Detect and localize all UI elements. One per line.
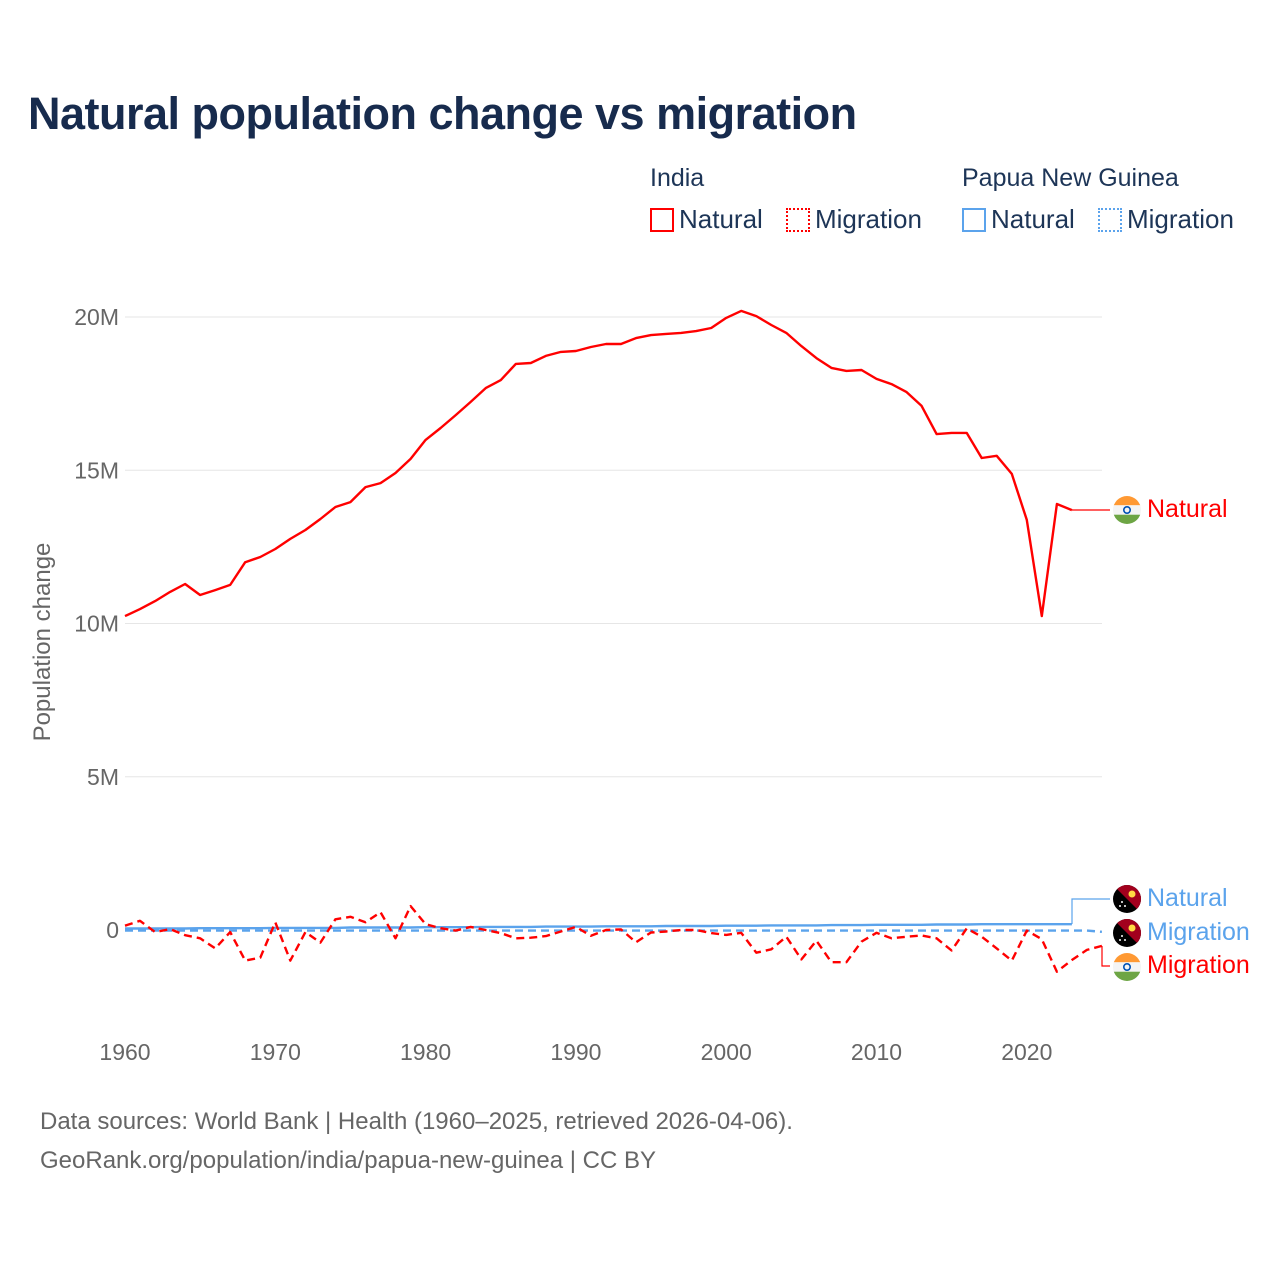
legend-label: Migration: [815, 204, 922, 234]
series-line-india-migration: [124, 904, 1103, 973]
legend-item-india-migration[interactable]: Migration: [786, 204, 922, 235]
end-label-png-natural: Natural: [1147, 884, 1228, 912]
legend-swatch-dotted-red: [786, 207, 810, 232]
x-tick-label: 2020: [1001, 1039, 1052, 1065]
end-label-png-migration: Migration: [1147, 918, 1250, 946]
end-label-india-natural: Natural: [1147, 495, 1228, 523]
connector-india-migration: [1101, 946, 1110, 967]
footer-sources: Data sources: World Bank | Health (1960–…: [40, 1108, 793, 1135]
series-line-papua-new-guinea-natural: [125, 923, 1072, 930]
y-axis-ticks: 0 5M 10M 15M 20M: [74, 304, 119, 943]
legend-label: Migration: [1127, 204, 1234, 234]
series-line-papua-new-guinea-migration: [125, 929, 1102, 933]
chart-title: Natural population change vs migration: [28, 88, 857, 139]
y-tick-label: 10M: [74, 611, 119, 637]
x-tick-label: 2000: [701, 1039, 752, 1065]
legend-swatch-dotted-blue: [1098, 207, 1122, 232]
png-flag-icon: [1113, 919, 1141, 947]
y-tick-label: 0: [106, 917, 119, 943]
x-tick-label: 1980: [400, 1039, 451, 1065]
legend-label: Natural: [679, 204, 763, 234]
legend-item-png-migration[interactable]: Migration: [1098, 204, 1234, 235]
legend-swatch-solid-red: [650, 207, 674, 232]
series-lines: [124, 309, 1103, 973]
x-axis-ticks: 1960 1970 1980 1990 2000 2010 2020: [99, 1039, 1052, 1065]
end-labels: Natural Natural Migration Migration: [1071, 495, 1250, 981]
y-axis-label: Population change: [29, 543, 56, 742]
end-label-india-migration: Migration: [1147, 951, 1250, 979]
y-tick-label: 20M: [74, 304, 119, 330]
legend-swatch-solid-blue: [962, 207, 986, 232]
png-flag-icon: [1113, 885, 1141, 913]
india-flag-icon: [1113, 953, 1141, 981]
x-tick-label: 1990: [550, 1039, 601, 1065]
x-tick-label: 1960: [99, 1039, 150, 1065]
y-tick-label: 15M: [74, 457, 119, 483]
connector-png-natural: [1071, 898, 1110, 924]
gridlines: [125, 316, 1102, 778]
series-line-india-natural: [124, 309, 1073, 618]
legend-label: Natural: [991, 204, 1075, 234]
x-tick-label: 2010: [851, 1039, 902, 1065]
india-flag-icon: [1113, 496, 1141, 524]
x-tick-label: 1970: [250, 1039, 301, 1065]
legend-item-png-natural[interactable]: Natural: [962, 204, 1075, 235]
y-tick-label: 5M: [87, 764, 119, 790]
legend-group-png: Papua New Guinea: [962, 164, 1179, 192]
legend-item-india-natural[interactable]: Natural: [650, 204, 763, 235]
legend-group-india: India: [650, 164, 705, 192]
footer-link[interactable]: GeoRank.org/population/india/papua-new-g…: [40, 1147, 656, 1174]
